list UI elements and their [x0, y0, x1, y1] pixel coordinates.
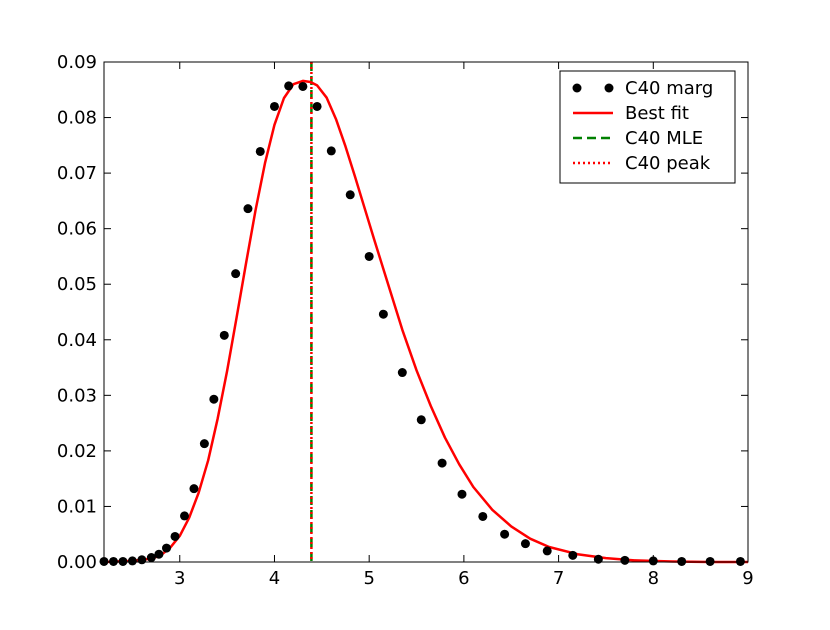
c40-marg-point [118, 556, 128, 566]
c40-marg-point [542, 546, 552, 556]
best-fit-legend-label: Best fit [625, 103, 689, 124]
c40-marg-point [170, 531, 180, 541]
c40-marg-point [162, 543, 172, 553]
y-tick-label: 0.09 [57, 52, 97, 73]
c40-marg-point [593, 554, 603, 564]
c40-marg-point [397, 368, 407, 378]
best-fit-line [103, 79, 748, 564]
y-tick-label: 0.04 [57, 330, 97, 351]
y-axis: 0.00 0.01 0.02 0.03 0.04 0.05 0.06 0.07 0.08 0.09 [57, 52, 748, 573]
c40-marg-point [243, 204, 253, 214]
c40-marg-point [189, 484, 199, 494]
y-tick-label: 0.02 [57, 441, 97, 462]
x-tick-label: 3 [174, 568, 185, 589]
c40-marg-point [437, 458, 447, 468]
c40-marg-point [298, 81, 308, 91]
c40-marg-point [127, 556, 137, 566]
c40-marg-point [735, 556, 745, 566]
y-tick-label: 0.06 [57, 219, 97, 240]
c40-marg-legend-marker [604, 83, 614, 93]
c40-marg-point [312, 101, 322, 111]
c40-marg-point [154, 549, 164, 559]
c40-marg-point [146, 553, 156, 563]
x-axis: 3 4 5 6 7 8 9 [174, 62, 754, 589]
c40-marg-point [326, 146, 336, 156]
c40-marg-point [705, 556, 715, 566]
c40-mle-legend-label: C40 MLE [625, 128, 703, 149]
c40-marg-legend-marker [572, 83, 582, 93]
plot-frame [103, 61, 749, 563]
y-tick-label: 0.00 [57, 552, 97, 573]
c40-marg-point [478, 511, 488, 521]
x-tick-label: 6 [458, 568, 469, 589]
y-tick-label: 0.08 [57, 108, 97, 129]
c40-marg-point [345, 190, 355, 200]
x-tick-label: 9 [742, 568, 753, 589]
y-tick-label: 0.01 [57, 496, 97, 517]
c40-marg-point [137, 555, 147, 565]
x-tick-label: 7 [553, 568, 564, 589]
c40-marg-point [219, 330, 229, 340]
c40-marg-point [269, 101, 279, 111]
c40-marg-legend-label: C40 marg [625, 78, 713, 99]
c40-marg-point [457, 489, 467, 499]
c40-marg-point [677, 556, 687, 566]
c40-marg-point [108, 556, 118, 566]
x-tick-label: 4 [269, 568, 280, 589]
c40-marg-point [231, 269, 241, 279]
legend: C40 marg Best fit C40 MLE C40 peak [559, 70, 736, 184]
x-tick-label: 5 [363, 568, 374, 589]
c40-peak-legend-label: C40 peak [625, 153, 711, 174]
c40-marg-point [209, 394, 219, 404]
c40-marg-point [199, 439, 209, 449]
c40-marg-point [568, 550, 578, 560]
c40-marg-point [416, 415, 426, 425]
fit-lines [103, 79, 748, 564]
y-tick-label: 0.03 [57, 385, 97, 406]
c40-marg-point [255, 146, 265, 156]
c40-marg-point [180, 511, 189, 521]
c40-marg-point [284, 81, 294, 91]
c40-marg-point [364, 251, 374, 261]
c40-marg-point [500, 529, 510, 539]
c40-marg-point [378, 309, 388, 319]
c40-marg-point [620, 555, 630, 565]
legend-box [559, 70, 736, 184]
y-tick-label: 0.05 [57, 274, 97, 295]
c40-marg-point [520, 539, 530, 549]
x-tick-label: 8 [648, 568, 659, 589]
y-tick-label: 0.07 [57, 163, 97, 184]
